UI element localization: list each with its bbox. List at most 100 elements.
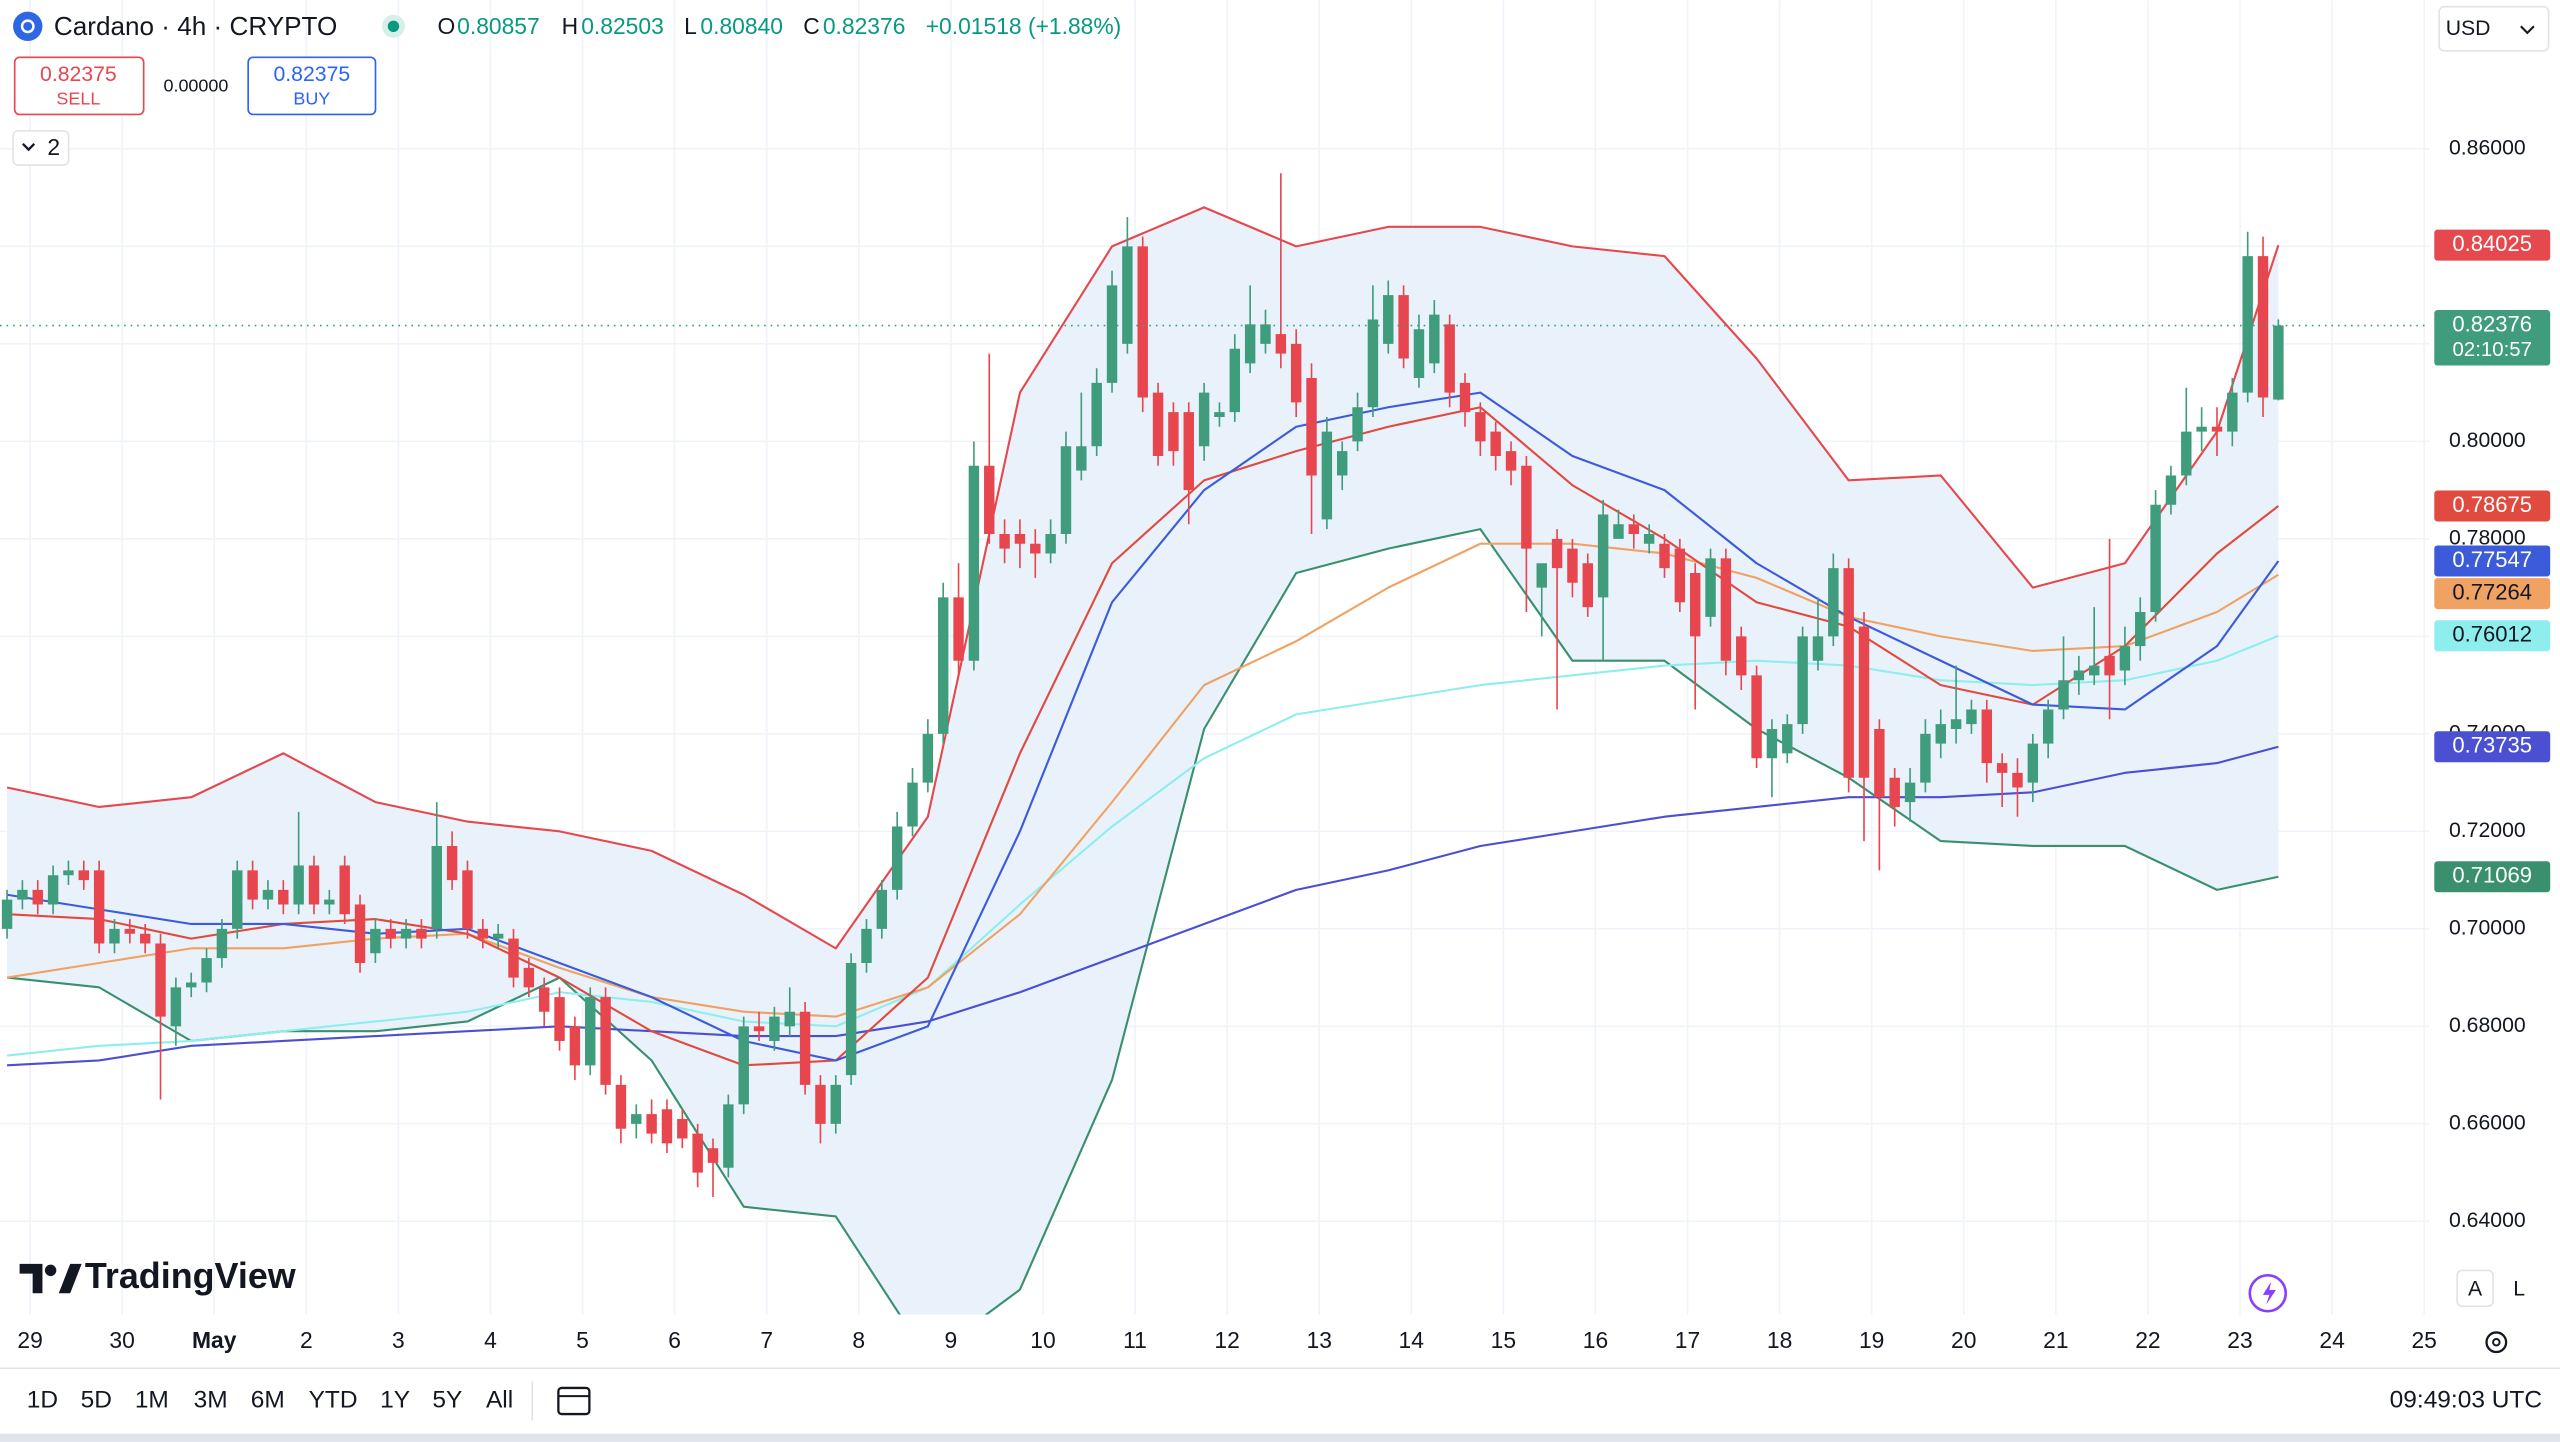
candle-body (416, 928, 427, 939)
ohlc-label: H (562, 13, 579, 39)
candle-body (216, 928, 228, 959)
candle-body (1, 899, 13, 929)
candle-body (1459, 382, 1471, 413)
indicator-line (6, 206, 2280, 950)
candle-body (170, 987, 182, 1027)
x-tick-label: 7 (760, 1327, 773, 1353)
price-axis: 0.640000.660000.680000.700000.720000.740… (2434, 136, 2551, 1232)
candle-body (1260, 324, 1271, 344)
range-button[interactable]: 3M (194, 1386, 228, 1413)
goto-date-icon[interactable] (557, 1386, 591, 1416)
x-tick-label: 19 (1859, 1327, 1884, 1353)
candle-body (1920, 733, 1931, 783)
range-button[interactable]: YTD (309, 1386, 358, 1413)
candle-body (1030, 543, 1041, 554)
candle-body (1858, 626, 1870, 778)
candle-body (1321, 431, 1333, 520)
ui-layer: Cardano · 4h · CRYPTO O 0.80857 H 0.8250… (0, 5, 2560, 1442)
market-status-dot (387, 20, 400, 33)
x-tick-label: 14 (1399, 1327, 1425, 1353)
x-tick-label: 5 (576, 1327, 589, 1353)
candle-body (2119, 646, 2131, 671)
range-button[interactable]: 6M (251, 1386, 285, 1413)
auto-scale-button[interactable] (2456, 1269, 2494, 1308)
candle-body (1720, 558, 1732, 661)
symbol[interactable]: Cardano · 4h · CRYPTO (54, 11, 337, 41)
candle-body (538, 987, 550, 1012)
x-tick-label: 20 (1951, 1327, 1976, 1353)
candle-body (1014, 533, 1026, 544)
y-tick-label: 0.86000 (2449, 136, 2526, 159)
candle-body (139, 933, 151, 944)
x-tick-label: 2 (300, 1327, 313, 1353)
candle-body (1521, 465, 1532, 549)
candle-body (354, 904, 366, 963)
candle-body (17, 889, 28, 900)
candle-body (1582, 563, 1593, 608)
sell-price: 0.82375 (40, 63, 117, 86)
currency: USD (2446, 17, 2491, 40)
candle-body (2104, 655, 2115, 676)
candle-body (1643, 533, 1655, 544)
candle-body (1613, 524, 1624, 539)
currency-select[interactable] (2438, 5, 2550, 52)
coin-icon-mark (20, 19, 35, 34)
chevron (2520, 25, 2535, 35)
indicators-toggle[interactable] (12, 129, 70, 166)
range-button[interactable]: 5D (81, 1386, 112, 1413)
candle-body (1536, 563, 1547, 588)
candle-body (1152, 392, 1164, 456)
clock[interactable]: 09:49:03 UTC (2390, 1386, 2542, 1413)
range-button[interactable]: 5Y (432, 1386, 462, 1413)
candle-body (78, 870, 90, 881)
x-tick-label: 11 (1123, 1327, 1147, 1353)
assistant-icon[interactable] (2248, 1273, 2288, 1313)
candle-body (1981, 709, 1993, 764)
ohlc-label: O (438, 13, 456, 39)
sell-button[interactable] (13, 56, 145, 116)
y-tick-label: 0.78000 (2449, 526, 2526, 549)
range-button[interactable]: All (486, 1386, 513, 1413)
candle-body (2257, 256, 2269, 398)
candle-body (585, 997, 596, 1066)
candle-body (1214, 412, 1225, 417)
ohlc-value: 0.80857 (457, 13, 540, 39)
candle-body (109, 928, 120, 944)
candle-body (63, 870, 74, 876)
price-badge-label: 0.76012 (2452, 622, 2532, 647)
ohlc-label: C (803, 13, 820, 39)
x-tick-label: 17 (1675, 1327, 1700, 1353)
logo[interactable]: TradingView (19, 1255, 296, 1296)
range-button[interactable]: 1D (27, 1386, 58, 1413)
range-button[interactable]: 1M (135, 1386, 169, 1413)
log-scale-label[interactable]: L (2513, 1278, 2525, 1301)
price-badge (2434, 490, 2551, 522)
candle-body (1689, 572, 1701, 637)
candle-body (278, 889, 289, 905)
candle-body (1889, 777, 1900, 807)
y-tick-label: 0.72000 (2449, 819, 2526, 842)
candle-body (1567, 548, 1578, 583)
candle-body (1060, 446, 1072, 534)
settings-icon[interactable] (2485, 1331, 2508, 1354)
candle-body (815, 1084, 826, 1124)
price-badge-label: 0.84025 (2452, 231, 2532, 256)
buy-button[interactable] (247, 56, 377, 116)
candle-body (1076, 446, 1087, 471)
logo-mark (58, 1263, 82, 1294)
candle-body (492, 933, 504, 939)
logo-text: TradingView (85, 1255, 296, 1296)
y-tick-label: 0.80000 (2449, 429, 2526, 452)
range-button[interactable]: 1Y (380, 1386, 410, 1413)
candle-body (477, 928, 489, 939)
candle-body (953, 597, 964, 661)
candle-body (462, 870, 473, 929)
candle-body (232, 870, 243, 929)
candle-body (47, 875, 59, 905)
candle-body (1674, 548, 1686, 603)
x-tick-label: 18 (1767, 1327, 1792, 1353)
candle-body (646, 1114, 657, 1134)
candle-body (2165, 475, 2177, 505)
x-tick-label: 25 (2411, 1327, 2436, 1353)
candle-body (876, 889, 888, 929)
